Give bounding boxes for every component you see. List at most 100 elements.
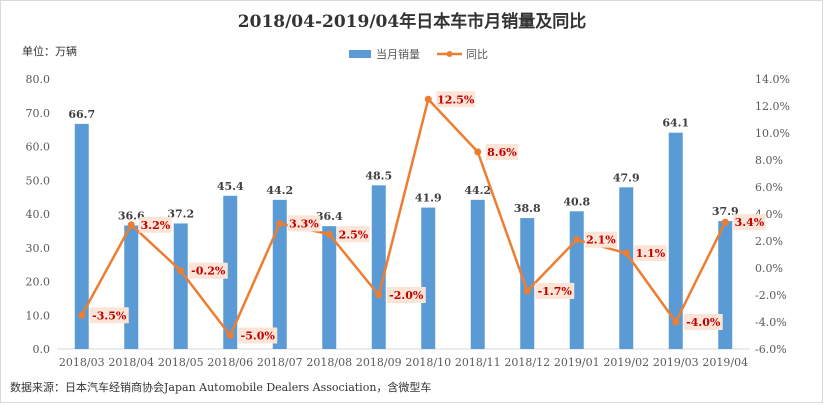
line-label-background (485, 143, 519, 160)
line-label-background (436, 91, 476, 108)
bar (272, 199, 287, 349)
line-point (474, 148, 482, 156)
x-tick-label: 2018/06 (207, 356, 253, 369)
line-label-text: 12.5% (437, 93, 475, 106)
line-label-text: 1.1% (636, 247, 666, 260)
bar (619, 187, 634, 349)
y-right-tick-label: -6.0% (755, 343, 787, 356)
line-data-label: 2.1% (584, 231, 618, 248)
line-data-labels: -3.5% 3.2% -0.2% -5.0% 3.3% 2.5% -2.0% 12.5% 8.6… (89, 91, 766, 344)
line-data-label: 3.4% (733, 214, 766, 231)
y-left-tick-label: 20.0 (26, 276, 51, 289)
unit-label: 单位：万辆 (22, 44, 77, 58)
x-tick-label: 2018/09 (356, 356, 402, 369)
legend-bar-swatch (349, 50, 371, 58)
line-label-background (139, 216, 172, 233)
bar-data-label: 40.8 (563, 195, 590, 208)
line-label-text: -5.0% (241, 330, 276, 343)
bar-series (74, 123, 733, 349)
bar-data-labels: 66.7 36.6 37.2 45.4 44.2 36.4 48.5 41.9 44.2 38.8… (68, 108, 738, 223)
y-right-tick-label: 6.0% (755, 181, 783, 194)
bar-data-label: 38.8 (514, 202, 541, 215)
line-label-background (89, 307, 129, 324)
line-label-background (535, 282, 575, 299)
y-left-tick-label: 70.0 (26, 107, 51, 120)
line-label-text: 8.6% (487, 146, 517, 159)
line-point (721, 218, 729, 226)
line-data-label: 3.3% (287, 215, 321, 232)
line-label-background (634, 245, 667, 262)
bar-data-label: 48.5 (365, 169, 392, 182)
x-tick-label: 2018/11 (455, 356, 501, 369)
line-data-label: -1.7% (535, 282, 575, 299)
y-right-tick-label: 2.0% (755, 235, 783, 248)
line-point (276, 219, 284, 227)
x-tick-label: 2018/05 (158, 356, 204, 369)
bar-data-label: 37.2 (167, 207, 194, 220)
line-point (78, 311, 86, 319)
line-label-background (188, 262, 228, 279)
y-right-tick-label: 0.0% (755, 262, 783, 275)
x-tick-label: 2018/04 (108, 356, 154, 369)
legend-bar-label: 当月销量 (376, 47, 420, 61)
y-right-tick-label: -4.0% (755, 316, 787, 329)
line-point (177, 267, 185, 275)
line-point (523, 287, 531, 295)
line-data-label: 8.6% (485, 143, 519, 160)
y-left-tick-label: 80.0 (26, 73, 51, 86)
line-label-text: 3.3% (289, 217, 319, 230)
bar-data-label: 66.7 (68, 108, 95, 121)
line-point (226, 332, 234, 339)
bar (520, 218, 535, 349)
bar (124, 225, 139, 349)
bar-data-label: 44.2 (464, 184, 491, 197)
line-series (78, 95, 729, 339)
line-point (622, 249, 630, 257)
line-data-label: 12.5% (436, 91, 476, 108)
line-data-label: 3.2% (139, 216, 172, 233)
y-left-axis: 0.0 10.0 20.0 30.0 40.0 50.0 60.0 70.0 80.0 (26, 73, 51, 356)
bar-data-label: 37.9 (712, 205, 739, 218)
y-right-axis: -6.0%-4.0%-2.0%0.0%2.0%4.0%6.0%8.0%10.0%… (755, 73, 790, 356)
line-label-text: -2.0% (389, 289, 424, 302)
line-label-background (386, 287, 426, 303)
line-label-text: -3.5% (92, 309, 127, 322)
line-label-background (584, 231, 618, 248)
y-right-tick-label: 10.0% (755, 127, 790, 140)
bar (569, 211, 584, 349)
x-axis: 2018/03 2018/04 2018/05 2018/06 2018/07 2018/… (59, 356, 748, 369)
x-tick-label: 2019/02 (603, 356, 649, 369)
x-tick-label: 2018/03 (59, 356, 105, 369)
x-tick-label: 2019/04 (702, 356, 748, 369)
line-point (127, 221, 135, 229)
x-tick-label: 2018/07 (257, 356, 303, 369)
bar-data-label: 64.1 (662, 117, 689, 130)
line-data-label: 1.1% (634, 245, 667, 262)
y-left-tick-label: 40.0 (26, 208, 51, 221)
source-note: 数据来源：日本汽车经销商协会Japan Automobile Dealers A… (10, 380, 431, 394)
line-label-background (733, 214, 766, 231)
bar (371, 185, 386, 349)
legend-line-marker (446, 51, 453, 57)
line-data-label: -5.0% (238, 327, 278, 344)
line-point (672, 318, 680, 326)
bar (421, 207, 436, 349)
line-data-label: -0.2% (188, 262, 228, 279)
line-label-background (683, 314, 723, 330)
x-tick-label: 2018/10 (405, 356, 451, 369)
bar (223, 195, 238, 349)
bar (173, 223, 188, 349)
line-point (325, 230, 333, 238)
line-label-text: 3.4% (735, 216, 765, 229)
bar (668, 132, 683, 349)
bar-data-label: 47.9 (613, 171, 640, 184)
line-label-background (337, 226, 370, 243)
bar (470, 199, 485, 349)
bar (74, 123, 89, 349)
line-data-label: -4.0% (683, 314, 723, 330)
y-right-tick-label: 8.0% (755, 154, 783, 167)
y-left-tick-label: 10.0 (26, 309, 51, 322)
y-left-tick-label: 60.0 (26, 141, 51, 154)
bar-data-label: 36.4 (316, 210, 343, 223)
